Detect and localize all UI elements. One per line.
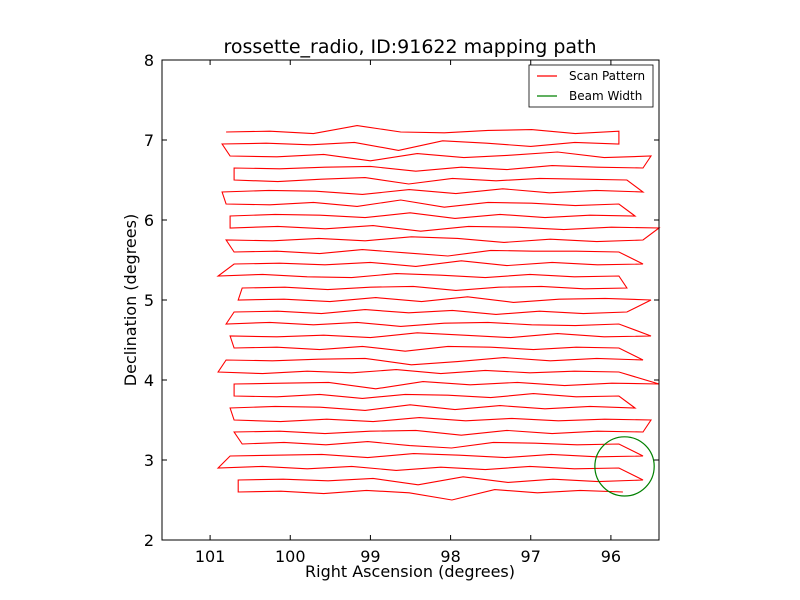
x-tick-label: 97	[521, 547, 541, 566]
y-axis-label: Declination (degrees)	[121, 214, 140, 386]
x-tick-label: 98	[440, 547, 460, 566]
x-tick-label: 100	[275, 547, 306, 566]
x-tick-label: 99	[360, 547, 380, 566]
legend: Scan Pattern Beam Width	[528, 64, 654, 108]
y-tick-label: 5	[144, 291, 154, 310]
beam-width-circle	[594, 436, 655, 497]
legend-label-beam: Beam Width	[569, 89, 642, 103]
beam-width-series	[594, 436, 655, 497]
x-tick-label: 101	[195, 547, 226, 566]
y-tick-label: 4	[144, 371, 154, 390]
y-axis: 2 3 4 5 6 7 8	[144, 51, 659, 550]
scan-pattern-line	[216, 125, 661, 501]
scan-pattern-series	[216, 125, 661, 501]
chart-title: rossette_radio, ID:91622 mapping path	[223, 36, 596, 58]
x-axis-label: Right Ascension (degrees)	[305, 562, 515, 581]
x-tick-label: 96	[601, 547, 621, 566]
y-tick-label: 3	[144, 451, 154, 470]
y-tick-label: 2	[144, 531, 154, 550]
y-tick-label: 8	[144, 51, 154, 70]
y-tick-label: 7	[144, 131, 154, 150]
legend-label-scan: Scan Pattern	[569, 69, 645, 83]
x-axis: 101 100 99 98 97 96	[195, 60, 621, 566]
legend-box	[528, 64, 654, 108]
y-tick-label: 6	[144, 211, 154, 230]
